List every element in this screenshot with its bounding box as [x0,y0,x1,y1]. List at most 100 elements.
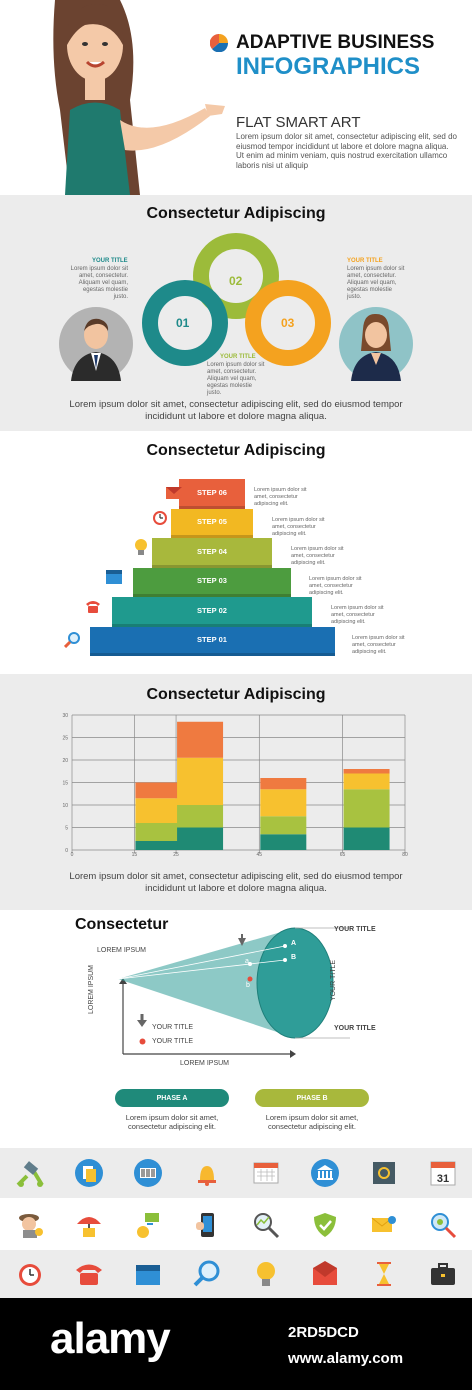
y-tick-label: 25 [62,736,68,742]
icon-row-2 [0,1208,472,1242]
cone-legend-2: YOUR TITLE [152,1038,194,1045]
stacked-bar-chart: 0 5 10 15 20 25 30 0 15 25 45 65 80 [62,713,408,856]
pyramid-section: Consectetur Adipiscing STEP 06 Lorem ipsu… [0,431,472,674]
pyramid-step-step-04: STEP 04 [152,538,272,568]
x-tick-label: 15 [132,852,138,856]
bar-segment [343,773,390,790]
cone-your-title-bottom: YOUR TITLE [334,1025,376,1032]
barcode-icon [131,1156,165,1190]
chart-section: Consectetur Adipiscing 0 5 10 15 20 25 30 0 15 25… [0,674,472,910]
y-tick-label: 15 [62,781,68,787]
icon-row-1: 31 [0,1156,472,1190]
header-section: ADAPTIVE BUSINESS INFOGRAPHICS FLAT SMAR… [0,0,472,195]
woman-presenter-illustration [53,0,225,195]
y-tick-label: 5 [65,826,68,832]
bar-segment [343,769,390,774]
phase-b-text: Lorem ipsum dolor sit amet, consectetur … [265,1113,359,1131]
phase-b-pill: PHASE B [255,1089,369,1107]
telephone-icon [72,1257,106,1291]
cone-legend-1: YOUR TITLE [152,1024,194,1031]
bar-segment [343,827,390,850]
cone-lorem-top: LOREM IPSUM [97,947,147,954]
cone-your-title-vertical: YOUR TITLE [330,959,338,1002]
icon-band-3 [0,1250,472,1298]
pyramid-step-text: Lorem ipsum dolor sit amet, consectetur … [254,487,307,507]
pyramid-step-step-05: STEP 05 [171,508,253,538]
footer-image-id: 2RD5DCD [288,1324,359,1341]
cone-heading: Consectetur [75,916,169,933]
bar-segment [135,841,182,850]
cone-point-a: A [291,940,297,947]
cone-lorem-bottom: LOREM IPSUM [180,1060,230,1067]
smartphone-icon [190,1208,224,1242]
businesswoman-avatar [339,307,413,381]
x-tick-label: 80 [402,852,408,856]
calendar-31-icon: 31 [426,1156,460,1190]
calendar-day-label: 31 [436,1173,448,1185]
bar-segment [177,827,224,850]
pyramid-step-text: Lorem ipsum dolor sit amet, consectetur … [291,546,344,566]
bar-segment [177,805,224,828]
magnifier-icon [64,632,80,648]
cone-point-b: B [291,954,297,961]
cycle-node-01: 01 [176,316,190,330]
cycle-heading: Consectetur Adipiscing [146,205,326,222]
cone-your-title-top: YOUR TITLE [334,926,376,933]
x-tick-label: 45 [257,852,263,856]
color-wheel-logo-icon [210,34,228,52]
envelope-icon [166,487,182,499]
arrow-down-legend-icon [137,1014,147,1027]
bank-icon [308,1156,342,1190]
x-tick-label: 65 [340,852,346,856]
bar-segment [135,823,182,841]
chart-heading: Consectetur Adipiscing [146,686,326,703]
footer: alamy 2RD5DCD www.alamy.com [0,1298,472,1390]
pyramid-step-text: Lorem ipsum dolor sit amet, consectetur … [309,575,362,596]
documents-icon [72,1156,106,1190]
money-transfer-icon [131,1208,165,1242]
header-body-text: Lorem ipsum dolor sit amet, consectetur … [236,132,457,170]
alarm-clock-icon [13,1257,47,1291]
footer-brand: alamy [50,1314,171,1363]
magnifier-icon [190,1257,224,1291]
pyramid-step-step-02: STEP 02 [112,597,312,627]
cycle-section: Consectetur Adipiscing 01 02 03 YOUR TIT… [0,195,472,431]
lightbulb-icon [249,1257,283,1291]
footer-url: www.alamy.com [288,1350,404,1367]
telephone-icon [86,601,100,613]
pyramid-step-step-03: STEP 03 [133,567,291,597]
pyramid-heading: Consectetur Adipiscing [146,442,326,459]
header-subtitle: FLAT SMART ART [236,114,361,131]
bar-segment [135,798,182,823]
cycle-ring-01 [142,280,228,366]
cycle-right-title: YOUR TITLE [347,258,383,264]
x-tick-label: 25 [173,852,179,856]
header-title-2: INFOGRAPHICS [236,53,421,80]
calendar-grid-icon [249,1156,283,1190]
cycle-caption: Lorem ipsum dolor sit amet, consectetur … [69,399,403,422]
cycle-left-text: Lorem ipsum dolor sit amet, consectetur.… [70,266,128,300]
pyramid-step-step-06: STEP 06 [179,479,245,509]
umbrella-house-icon [72,1208,106,1242]
pyramid-step-text: Lorem ipsum dolor sit amet, consectetur … [272,516,325,537]
phase-a-text: Lorem ipsum dolor sit amet, consectetur … [125,1113,219,1131]
pyramid-step-text: Lorem ipsum dolor sit amet, consectetur … [331,605,384,625]
phase-a-label: PHASE A [156,1094,188,1102]
shield-icon [308,1208,342,1242]
graph-magnifier-icon [249,1208,283,1242]
satellite-icon [13,1156,47,1190]
header-title-1: ADAPTIVE BUSINESS [236,32,435,53]
detective-icon [13,1208,47,1242]
cycle-node-02: 02 [229,274,243,288]
chart-caption: Lorem ipsum dolor sit amet, consectetur … [69,871,403,894]
bar-segment [260,816,307,835]
bar-segment [177,721,224,758]
alarm-clock-icon [153,511,167,525]
y-tick-label: 0 [65,848,68,854]
x-tick-label: 0 [71,852,74,856]
lightbulb-icon [135,539,147,555]
safe-icon [367,1156,401,1190]
cycle-bottom-text: Lorem ipsum dolor sit amet, consectetur.… [207,362,265,396]
icon-row-3 [0,1257,472,1291]
email-send-icon [367,1208,401,1242]
